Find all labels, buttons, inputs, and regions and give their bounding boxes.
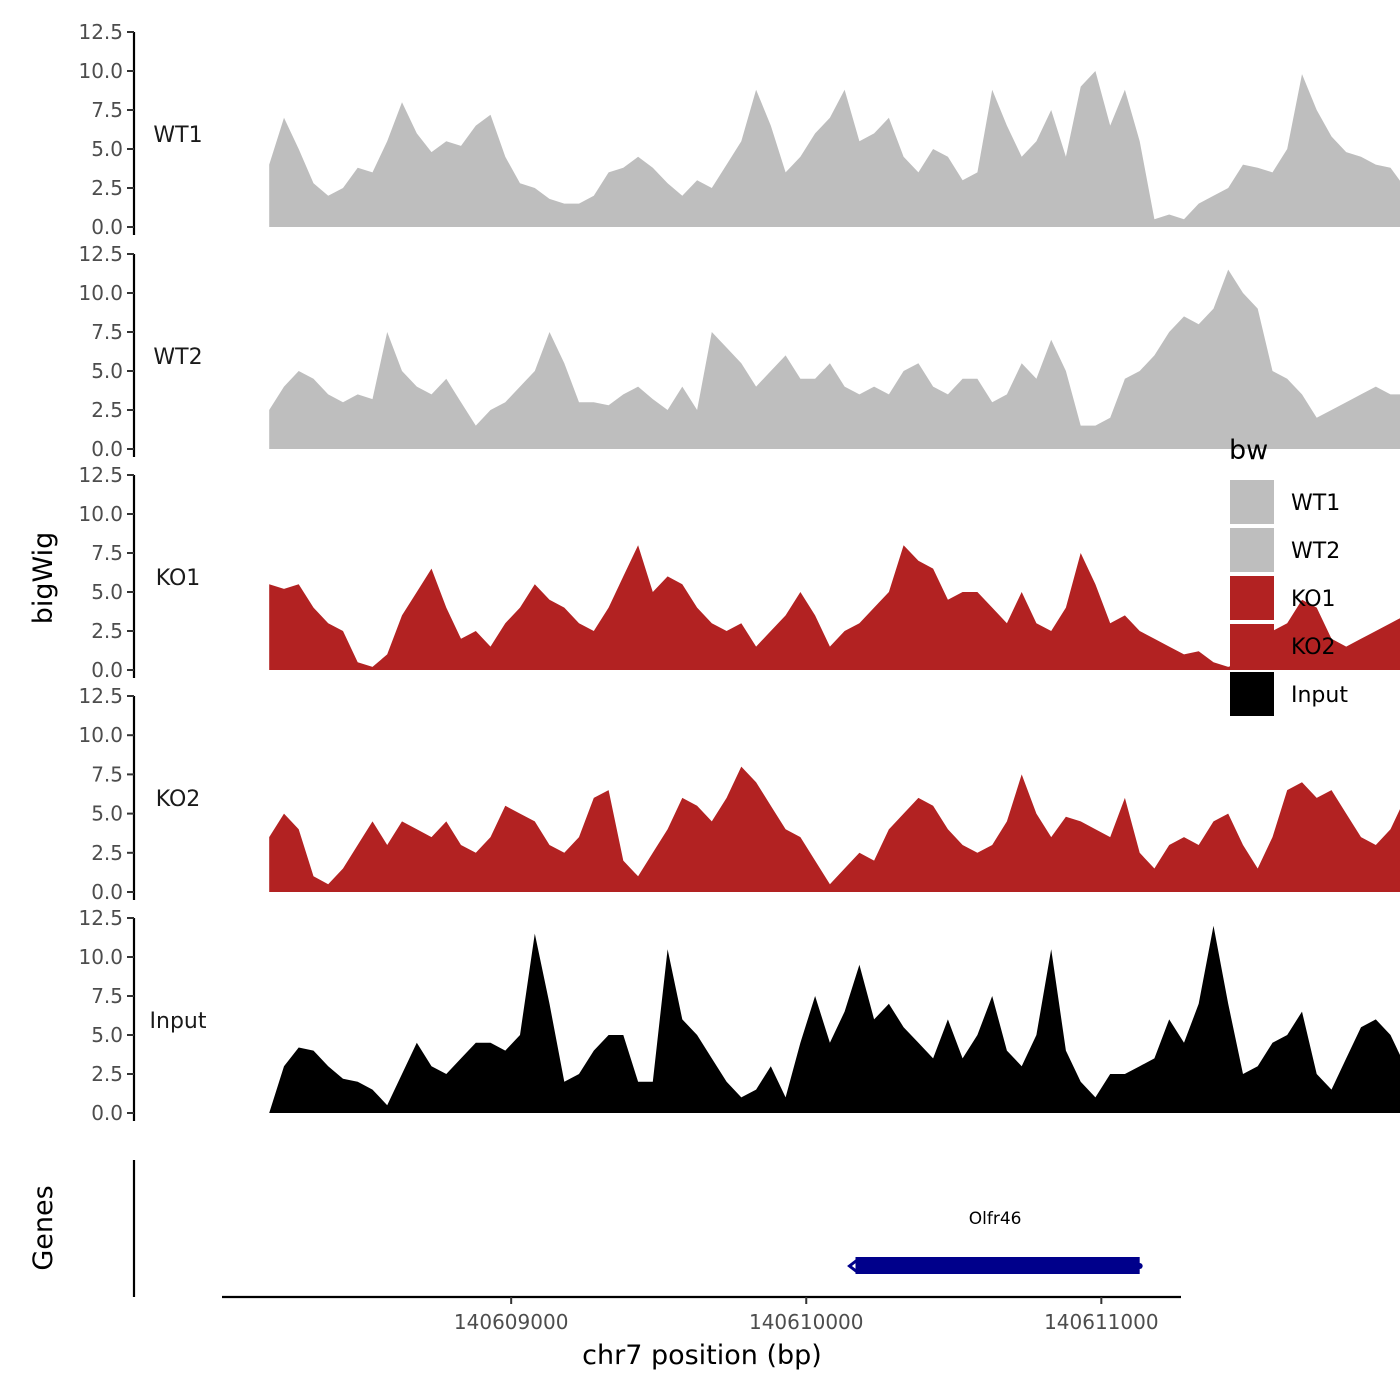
legend-item-wt2: WT2 [1230, 528, 1340, 572]
tracks-layer: 0.0 2.5 5.0 7.5 10.0 12.5 WT1 0.0 2.5 5.0 7.5 10.0 1… [78, 20, 1400, 1125]
y-tick-label: 5.0 [91, 1023, 123, 1047]
y-tick-label: 10.0 [78, 281, 123, 305]
x-axis: 140609000 140610000 140611000 [222, 1295, 1181, 1334]
legend-item-input: Input [1230, 672, 1348, 716]
y-tick-label: 0.0 [91, 215, 123, 239]
y-tick-label: 2.5 [91, 841, 123, 865]
x-tick-label: 140609000 [454, 1310, 569, 1334]
track-ko1: 0.0 2.5 5.0 7.5 10.0 12.5 KO1 [78, 463, 1400, 682]
genes-axis-title: Genes [28, 1185, 59, 1270]
coverage-area-ko1 [269, 545, 1400, 670]
legend-label: WT1 [1291, 491, 1340, 516]
y-tick-label: 2.5 [91, 176, 123, 200]
y-axis-title: bigWig [28, 532, 59, 625]
y-tick-label: 7.5 [91, 762, 123, 786]
track-ko2: 0.0 2.5 5.0 7.5 10.0 12.5 KO2 [78, 684, 1400, 904]
track-label: Input [150, 1009, 207, 1034]
y-tick-label: 7.5 [91, 984, 123, 1008]
y-tick-label: 12.5 [78, 684, 123, 708]
y-tick-label: 0.0 [91, 880, 123, 904]
y-tick-label: 10.0 [78, 723, 123, 747]
coverage-area-wt2 [269, 269, 1400, 449]
track-label: WT2 [153, 345, 202, 370]
y-tick-label: 7.5 [91, 98, 123, 122]
y-tick-label: 5.0 [91, 359, 123, 383]
y-tick-label: 5.0 [91, 580, 123, 604]
y-tick-label: 12.5 [78, 463, 123, 487]
track-wt1: 0.0 2.5 5.0 7.5 10.0 12.5 WT1 [78, 20, 1400, 239]
y-tick-label: 10.0 [78, 59, 123, 83]
track-input: 0.0 2.5 5.0 7.5 10.0 12.5 Input [78, 906, 1400, 1125]
gene-strand-arrow [847, 1257, 860, 1275]
y-tick-label: 0.0 [91, 658, 123, 682]
legend: WT1 WT2 KO1 KO2 Input [1230, 480, 1348, 716]
y-tick-label: 2.5 [91, 398, 123, 422]
y-tick-label: 12.5 [78, 906, 123, 930]
gene-body [855, 1257, 1140, 1274]
x-tick-label: 140611000 [1044, 1310, 1159, 1334]
y-tick-label: 12.5 [78, 242, 123, 266]
coverage-area-input [269, 925, 1400, 1113]
gene-label: Olfr46 [969, 1209, 1022, 1229]
y-tick-label: 12.5 [78, 20, 123, 44]
legend-swatch [1230, 672, 1274, 716]
y-tick-label: 7.5 [91, 541, 123, 565]
legend-swatch [1230, 480, 1274, 524]
legend-label: KO1 [1291, 587, 1336, 612]
y-tick-label: 10.0 [78, 502, 123, 526]
genes-panel: Olfr46 [132, 1160, 1143, 1297]
y-tick-label: 5.0 [91, 137, 123, 161]
legend-label: KO2 [1291, 635, 1336, 660]
legend-swatch [1230, 624, 1274, 668]
legend-label: Input [1291, 683, 1348, 708]
gene-end-marker [1136, 1263, 1143, 1269]
legend-item-ko1: KO1 [1230, 576, 1336, 620]
track-label: KO1 [156, 566, 201, 591]
y-tick-label: 10.0 [78, 945, 123, 969]
gene-olfr46: Olfr46 [847, 1209, 1143, 1275]
track-wt2: 0.0 2.5 5.0 7.5 10.0 12.5 WT2 [78, 242, 1400, 461]
y-tick-label: 0.0 [91, 437, 123, 461]
coverage-area-ko2 [269, 766, 1400, 892]
legend-swatch [1230, 576, 1274, 620]
legend-item-wt1: WT1 [1230, 480, 1340, 524]
y-tick-label: 7.5 [91, 320, 123, 344]
coverage-area-wt1 [269, 71, 1400, 227]
legend-title: bw [1229, 435, 1268, 466]
track-label: KO2 [156, 787, 201, 812]
y-tick-label: 0.0 [91, 1101, 123, 1125]
x-axis-title: chr7 position (bp) [582, 1340, 822, 1371]
x-tick-label: 140610000 [749, 1310, 864, 1334]
track-label: WT1 [153, 123, 202, 148]
y-tick-label: 5.0 [91, 802, 123, 826]
legend-item-ko2: KO2 [1230, 624, 1336, 668]
y-tick-label: 2.5 [91, 619, 123, 643]
legend-swatch [1230, 528, 1274, 572]
legend-label: WT2 [1291, 539, 1340, 564]
y-tick-label: 2.5 [91, 1062, 123, 1086]
